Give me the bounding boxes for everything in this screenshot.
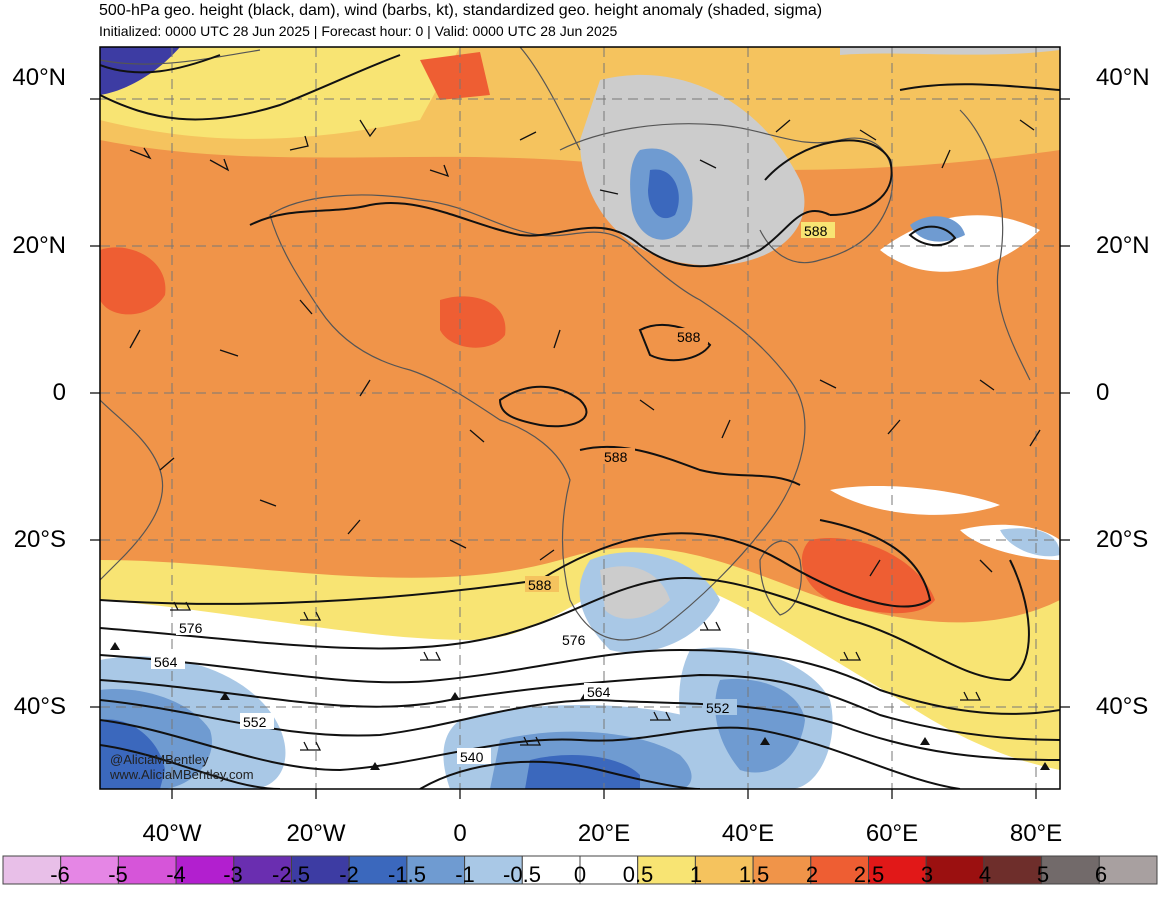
colorbar-label: 6 bbox=[1094, 862, 1108, 887]
contour-label: 588 bbox=[528, 577, 552, 593]
colorbar-label: 2.5 bbox=[853, 862, 885, 887]
anomaly-red-africa bbox=[440, 296, 506, 348]
lat-label-right: 0 bbox=[1096, 379, 1110, 406]
wind-barb-flags bbox=[110, 642, 1050, 770]
lat-label-right: 40°N bbox=[1096, 64, 1150, 91]
map-frame bbox=[99, 46, 1061, 790]
anomaly-s-darkblue bbox=[525, 755, 640, 789]
lon-label: 80°E bbox=[1009, 820, 1063, 847]
contour-label: 540 bbox=[460, 749, 484, 765]
anomaly-sahara-darkblue bbox=[648, 169, 679, 219]
anomaly-red-madagascar bbox=[801, 538, 935, 614]
contour-label: 564 bbox=[587, 684, 611, 700]
map-field: 588 588 588 588 576 576 564 564 552 552 … bbox=[100, 47, 1060, 789]
colorbar-label: -3 bbox=[223, 862, 243, 887]
anomaly-indian-white bbox=[830, 485, 1000, 515]
contour-label: 576 bbox=[179, 620, 203, 636]
colorbar-label: 4 bbox=[978, 862, 992, 887]
lon-label: 0 bbox=[453, 820, 467, 847]
anomaly-safrica-gray bbox=[600, 566, 670, 619]
anomaly-red-west bbox=[100, 247, 166, 315]
lon-label: 40°W bbox=[142, 820, 202, 847]
colorbar-label: -0.5 bbox=[503, 862, 541, 887]
colorbar-label: 5 bbox=[1036, 862, 1050, 887]
lon-label: 20°E bbox=[577, 820, 631, 847]
contour-label: 576 bbox=[562, 632, 586, 648]
lon-label: 60°E bbox=[865, 820, 919, 847]
contour-label-group: 588 588 588 588 576 576 564 564 552 552 … bbox=[151, 222, 835, 765]
lon-label: 40°E bbox=[721, 820, 775, 847]
lat-label-left: 20°N bbox=[12, 232, 66, 259]
credit-handle: @AliciaMBentley bbox=[110, 752, 209, 767]
wind-barbs bbox=[129, 119, 1041, 751]
lat-label-left: 40°S bbox=[13, 693, 66, 720]
colorbar-label: -5 bbox=[108, 862, 128, 887]
height-contours bbox=[100, 54, 1060, 789]
contour-label: 588 bbox=[604, 449, 628, 465]
colorbar-label: 3 bbox=[920, 862, 934, 887]
colorbar-label: 0.5 bbox=[622, 862, 654, 887]
anomaly-north-yellow bbox=[100, 47, 460, 139]
anomaly-indian-blue bbox=[1000, 528, 1060, 557]
lat-label-right: 40°S bbox=[1096, 693, 1149, 720]
contour-label: 588 bbox=[677, 329, 701, 345]
lat-label-left: 20°S bbox=[13, 526, 66, 553]
colorbar-label: 0 bbox=[573, 862, 587, 887]
anomaly-nw-blue bbox=[100, 47, 180, 95]
colorbar-label: -2 bbox=[339, 862, 359, 887]
lat-label-right: 20°N bbox=[1096, 232, 1150, 259]
lat-label-left: 0 bbox=[52, 379, 66, 406]
lon-label: 20°W bbox=[286, 820, 346, 847]
colorbar-label: 1.5 bbox=[738, 862, 770, 887]
colorbar-label: -1 bbox=[455, 862, 475, 887]
map-ticks bbox=[90, 98, 1070, 799]
anomaly-se-blue bbox=[715, 679, 805, 773]
anomaly-red-north bbox=[420, 52, 490, 100]
contour-label: 552 bbox=[243, 714, 267, 730]
colorbar-label: 1 bbox=[689, 862, 703, 887]
anomaly-sw-darkblue bbox=[100, 719, 165, 789]
contour-label: 588 bbox=[804, 223, 828, 239]
colorbar-label: -1.5 bbox=[388, 862, 426, 887]
lat-lon-grid bbox=[100, 47, 1060, 789]
colorbar-label: -2.5 bbox=[272, 862, 310, 887]
map-title: 500-hPa geo. height (black, dam), wind (… bbox=[99, 2, 823, 19]
colorbar-label: -4 bbox=[166, 862, 186, 887]
colorbar-label: 2 bbox=[805, 862, 819, 887]
credit-url: www.AliciaMBentley.com bbox=[110, 767, 254, 782]
colorbar-label: -6 bbox=[50, 862, 70, 887]
anomaly-ne-gray bbox=[840, 47, 1060, 55]
lat-label-right: 20°S bbox=[1096, 526, 1149, 553]
contour-label: 552 bbox=[706, 700, 730, 716]
map-subtitle: Initialized: 0000 UTC 28 Jun 2025 | Fore… bbox=[99, 23, 618, 39]
lat-label-left: 40°N bbox=[12, 64, 66, 91]
contour-label: 564 bbox=[154, 654, 178, 670]
